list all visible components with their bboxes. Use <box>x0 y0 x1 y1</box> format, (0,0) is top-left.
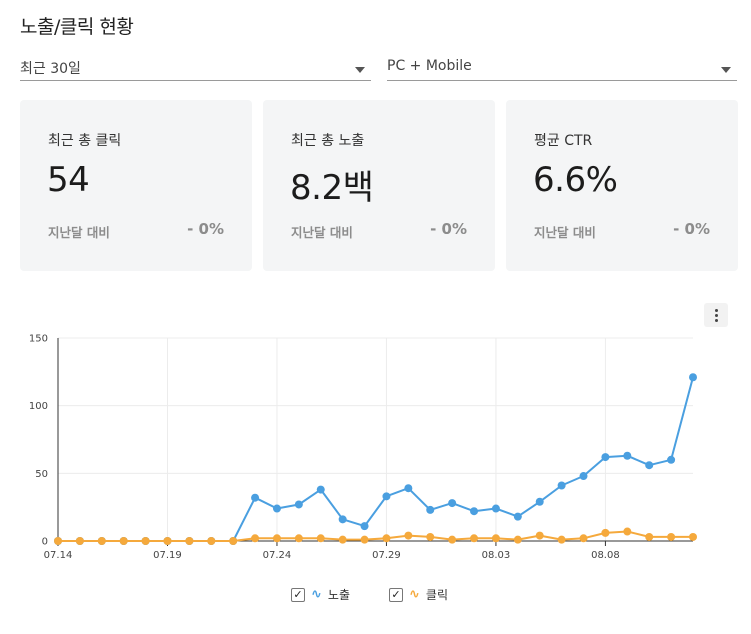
card-label: 평균 CTR <box>534 133 593 149</box>
data-point-impressions <box>448 499 457 508</box>
data-point-clicks <box>491 534 500 543</box>
more-vertical-icon <box>714 308 718 312</box>
data-point-clicks <box>426 532 435 541</box>
more-vertical-icon-dot <box>714 318 718 322</box>
data-point-clicks <box>163 537 172 545</box>
legend-label: 클릭 <box>425 588 448 602</box>
data-point-impressions <box>294 500 303 509</box>
total-clicks-card: 최근 총 클릭 54 지난달 대비 - 0% <box>20 100 252 271</box>
data-point-impressions <box>491 504 500 513</box>
period-select-value: 최근 30일 <box>20 61 81 77</box>
y-tick-label: 0 <box>42 537 48 548</box>
card-value: 8.2백 <box>290 168 374 208</box>
data-point-clicks <box>689 532 697 541</box>
period-select[interactable]: 최근 30일 <box>20 54 371 81</box>
data-point-impressions <box>557 481 566 490</box>
card-compare-value: - 0% <box>187 220 224 238</box>
legend-impressions-toggle[interactable]: ✓ ∿ 노출 <box>291 586 350 603</box>
data-point-impressions <box>623 451 632 460</box>
data-point-clicks <box>185 537 194 545</box>
y-tick-label: 150 <box>29 334 48 345</box>
data-point-impressions <box>338 515 347 524</box>
data-point-impressions <box>645 461 654 470</box>
card-label: 최근 총 클릭 <box>48 133 122 149</box>
data-point-clicks <box>601 528 610 537</box>
more-vertical-icon-dot <box>714 313 718 317</box>
card-compare-value: - 0% <box>430 220 467 238</box>
x-tick-label: 07.14 <box>44 550 73 561</box>
checkbox-impressions[interactable]: ✓ <box>291 587 305 602</box>
data-point-impressions <box>601 453 610 462</box>
caret-down-icon <box>355 67 365 73</box>
average-ctr-card: 평균 CTR 6.6% 지난달 대비 - 0% <box>506 100 738 271</box>
data-point-impressions <box>316 485 325 494</box>
data-point-clicks <box>272 534 281 543</box>
checkbox-clicks[interactable]: ✓ <box>389 587 403 602</box>
data-point-clicks <box>645 532 654 541</box>
data-point-clicks <box>360 535 369 544</box>
x-tick-label: 07.24 <box>263 550 292 561</box>
x-tick-label: 08.03 <box>482 550 511 561</box>
legend-label: 노출 <box>327 588 350 602</box>
card-compare-label: 지난달 대비 <box>48 225 110 240</box>
card-compare-label: 지난달 대비 <box>534 225 596 240</box>
card-compare-label: 지난달 대비 <box>291 225 353 240</box>
data-point-clicks <box>470 534 479 543</box>
data-point-clicks <box>251 534 260 543</box>
page-title: 노출/클릭 현황 <box>20 16 134 38</box>
series-line-impressions <box>58 376 694 542</box>
legend-clicks-toggle[interactable]: ✓ ∿ 클릭 <box>389 586 448 603</box>
data-point-clicks <box>338 535 347 544</box>
data-point-clicks <box>119 537 128 545</box>
card-value: 6.6% <box>533 160 618 200</box>
card-value: 54 <box>47 160 90 200</box>
more-options-button[interactable] <box>704 303 728 327</box>
data-point-clicks <box>535 531 544 540</box>
data-point-impressions <box>382 492 391 501</box>
data-point-clicks <box>557 535 566 544</box>
data-point-clicks <box>229 537 238 545</box>
data-point-impressions <box>579 472 588 481</box>
data-point-clicks <box>513 535 522 544</box>
x-tick-label: 07.19 <box>153 550 182 561</box>
data-point-impressions <box>470 507 479 516</box>
data-point-impressions <box>251 493 260 502</box>
card-compare-value: - 0% <box>673 220 710 238</box>
x-tick-label: 08.08 <box>591 550 620 561</box>
y-tick-label: 50 <box>35 469 48 480</box>
data-point-clicks <box>54 537 62 545</box>
data-point-clicks <box>667 532 676 541</box>
device-select[interactable]: PC + Mobile <box>387 54 737 81</box>
data-point-clicks <box>141 537 150 545</box>
total-impressions-card: 최근 총 노출 8.2백 지난달 대비 - 0% <box>263 100 495 271</box>
data-point-impressions <box>272 504 281 513</box>
x-tick-label: 07.29 <box>372 550 401 561</box>
series-line-clicks <box>58 530 693 542</box>
data-point-clicks <box>316 534 325 543</box>
line-chart: 0 50 100 150 07.14 07.19 07.24 07.29 08.03 08.08 <box>29 334 697 561</box>
data-point-clicks <box>207 537 216 545</box>
data-point-impressions <box>404 484 413 493</box>
device-select-value: PC + Mobile <box>387 58 472 74</box>
y-tick-label: 100 <box>29 401 48 412</box>
card-label: 최근 총 노출 <box>291 133 365 149</box>
data-point-impressions <box>535 497 544 506</box>
data-point-impressions <box>360 522 369 531</box>
data-point-clicks <box>623 527 632 536</box>
series-line-icon: ∿ <box>409 587 420 602</box>
data-point-clicks <box>404 531 413 540</box>
data-point-impressions <box>513 512 522 521</box>
caret-down-icon <box>721 67 731 73</box>
data-point-impressions <box>426 505 435 514</box>
data-point-clicks <box>579 534 588 543</box>
data-point-clicks <box>382 534 391 543</box>
data-point-clicks <box>294 534 303 543</box>
data-point-impressions <box>667 455 676 464</box>
data-point-clicks <box>448 535 457 544</box>
data-point-impressions <box>689 373 697 382</box>
series-line-icon: ∿ <box>311 587 322 602</box>
data-point-clicks <box>75 537 84 545</box>
data-point-clicks <box>97 537 106 545</box>
